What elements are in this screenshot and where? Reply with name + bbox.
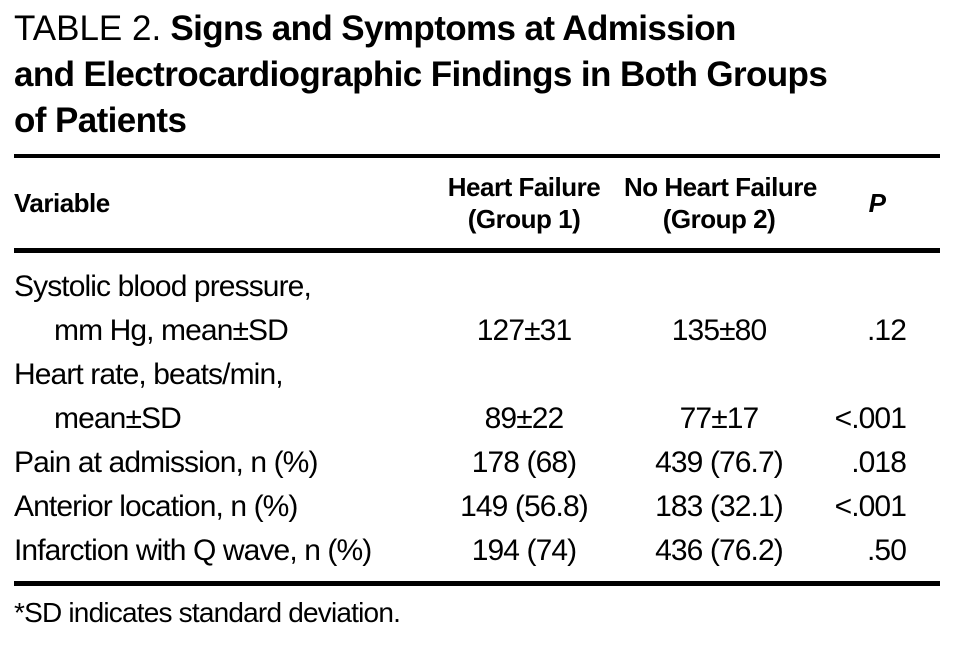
table-row: Anterior location, n (%) 149 (56.8) 183 … [14, 485, 940, 529]
title-line-3: of Patients [14, 101, 187, 140]
title-text-1: Signs and Symptoms at Admission [170, 9, 736, 48]
group2-header-line-1: No Heart Failure [624, 172, 817, 202]
header-rule-divider [14, 248, 940, 253]
variable-cell: Pain at admission, n (%) [14, 441, 424, 485]
p-value: <.001 [834, 490, 907, 523]
top-rule-divider [14, 154, 940, 158]
variable-line-2: mean±SD [54, 402, 182, 435]
p-value: .018 [851, 446, 907, 479]
table-number-label: TABLE 2. [14, 9, 162, 48]
group1-header-line-1: Heart Failure [447, 172, 601, 202]
group2-value: 436 (76.2) [655, 534, 784, 567]
group1-header-line-2: (Group 1) [467, 204, 581, 234]
group1-value: 127±31 [476, 314, 572, 347]
variable-line-1: Systolic blood pressure, [14, 270, 312, 303]
bottom-rule-divider [14, 581, 940, 586]
table-row: Heart rate, beats/min, mean±SD 89±22 77±… [14, 353, 940, 441]
column-header-group1: Heart Failure (Group 1) [424, 158, 624, 248]
variable-line-2: mm Hg, mean±SD [54, 314, 289, 347]
variable-line-1: Infarction with Q wave, n (%) [14, 534, 372, 567]
table-body-grid: Systolic blood pressure, mm Hg, mean±SD … [14, 253, 940, 573]
group1-value: 149 (56.8) [460, 490, 589, 523]
group1-value: 194 (74) [471, 534, 577, 567]
group2-value: 183 (32.1) [655, 490, 784, 523]
group2-header-line-2: (Group 2) [662, 204, 776, 234]
column-header-group2: No Heart Failure (Group 2) [624, 158, 817, 248]
variable-cell: Heart rate, beats/min, mean±SD [14, 353, 424, 441]
column-header-p: P [868, 188, 886, 218]
table-header: Variable Heart Failure (Group 1) No Hear… [14, 158, 940, 248]
group2-value: 135±80 [671, 314, 767, 347]
p-value: .12 [866, 314, 907, 347]
table-footnote: *SD indicates standard deviation. [14, 597, 401, 628]
variable-cell: Systolic blood pressure, mm Hg, mean±SD [14, 253, 424, 353]
column-header-variable: Variable [14, 188, 110, 218]
table-row: Infarction with Q wave, n (%) 194 (74) 4… [14, 529, 940, 573]
table-row: Systolic blood pressure, mm Hg, mean±SD … [14, 253, 940, 353]
page-title: TABLE 2. Signs and Symptoms at Admission… [14, 6, 963, 144]
variable-line-1: Heart rate, beats/min, [14, 358, 284, 391]
table-body: Systolic blood pressure, mm Hg, mean±SD … [14, 253, 940, 573]
group2-value: 439 (76.7) [655, 446, 784, 479]
signs-symptoms-table: Variable Heart Failure (Group 1) No Hear… [14, 158, 940, 248]
p-value: .50 [866, 534, 907, 567]
group1-value: 89±22 [484, 402, 565, 435]
variable-cell: Infarction with Q wave, n (%) [14, 529, 424, 573]
title-line-2: and Electrocardiographic Findings in Bot… [14, 55, 828, 94]
p-value: <.001 [834, 402, 907, 435]
table-row: Pain at admission, n (%) 178 (68) 439 (7… [14, 441, 940, 485]
group2-value: 77±17 [679, 402, 760, 435]
variable-line-1: Anterior location, n (%) [14, 490, 298, 523]
title-line-1: TABLE 2. Signs and Symptoms at Admission [14, 6, 963, 52]
variable-cell: Anterior location, n (%) [14, 485, 424, 529]
group1-value: 178 (68) [471, 446, 577, 479]
header-row: Variable Heart Failure (Group 1) No Hear… [14, 158, 940, 248]
variable-line-1: Pain at admission, n (%) [14, 446, 318, 479]
